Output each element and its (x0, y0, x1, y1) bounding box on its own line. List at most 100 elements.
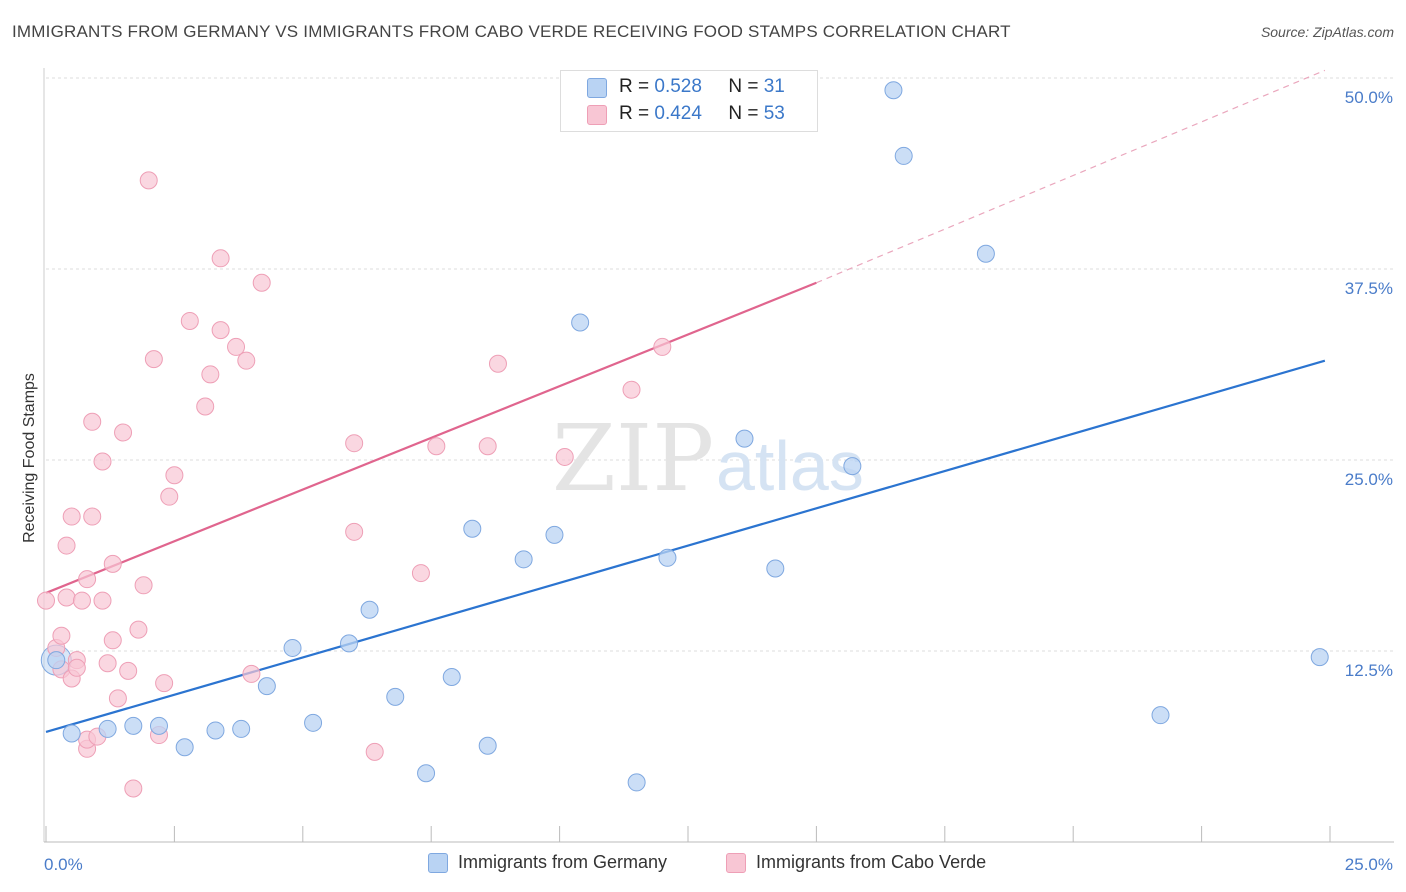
caboverde-point (237, 351, 256, 370)
n-label: N = (728, 76, 759, 97)
caboverde-swatch (587, 105, 607, 125)
r-label: R = (619, 76, 650, 97)
germany-point (735, 429, 754, 448)
germany-point (463, 519, 482, 538)
caboverde-point (103, 554, 122, 573)
caboverde-point (622, 380, 641, 399)
chart-title: IMMIGRANTS FROM GERMANY VS IMMIGRANTS FR… (12, 22, 1011, 41)
caboverde-point (98, 654, 117, 673)
r-label: R = (619, 103, 650, 124)
germany-point (386, 687, 405, 706)
caboverde-trend-line (45, 281, 817, 594)
germany-point (340, 634, 359, 653)
germany-point (766, 559, 785, 578)
n-value-caboverde: 53 (763, 103, 785, 124)
trend-lines (45, 69, 1326, 734)
source-label: Source: ZipAtlas.com (1260, 24, 1394, 40)
caboverde-point (653, 337, 672, 356)
caboverde-point (119, 661, 138, 680)
germany-point (658, 548, 677, 567)
caboverde-point (114, 423, 133, 442)
germany-swatch (587, 78, 607, 98)
caboverde-point (139, 171, 158, 190)
germany-point (1151, 706, 1170, 725)
caboverde-point (227, 337, 246, 356)
caboverde-point (129, 620, 148, 639)
caboverde-point (488, 354, 507, 373)
germany-point (360, 600, 379, 619)
caboverde-point (180, 311, 199, 330)
caboverde-point (365, 742, 384, 761)
germany-point (514, 550, 533, 569)
caboverde-point (78, 570, 97, 589)
tick-labels: 12.5% 25.0% 37.5% 50.0% 0.0% 25.0% (44, 88, 1393, 874)
n-value-germany: 31 (763, 76, 785, 97)
caboverde-point (252, 273, 271, 292)
germany-point (976, 244, 995, 263)
germany-point (149, 716, 168, 735)
caboverde-point (196, 397, 215, 416)
germany-point (478, 736, 497, 755)
germany-point (417, 764, 436, 783)
germany-point (62, 724, 81, 743)
caboverde-point (83, 412, 102, 431)
germany-point (304, 713, 323, 732)
caboverde-point (144, 350, 163, 369)
caboverde-point (57, 588, 76, 607)
caboverde-point (345, 434, 364, 453)
caboverde-point (72, 591, 91, 610)
germany-point (124, 716, 143, 735)
axes (43, 68, 1394, 843)
caboverde-trend-extension (816, 69, 1326, 284)
germany-point (442, 667, 461, 686)
caboverde-point (411, 564, 430, 583)
germany-point (1310, 648, 1329, 667)
x-tick-label: 0.0% (44, 855, 83, 874)
germany-point (232, 719, 251, 738)
caboverde-point (57, 536, 76, 555)
y-tick-label: 37.5% (1345, 279, 1393, 298)
caboverde-swatch (726, 853, 746, 873)
caboverde-point (155, 674, 174, 693)
x-tick-label: 25.0% (1345, 855, 1393, 874)
germany-point (884, 81, 903, 100)
caboverde-point (555, 447, 574, 466)
legend-label-caboverde: Immigrants from Cabo Verde (756, 852, 987, 872)
legend-label-germany: Immigrants from Germany (458, 852, 668, 872)
caboverde-point (242, 664, 261, 683)
germany-point (206, 721, 225, 740)
caboverde-point (124, 779, 143, 798)
r-value-germany: 0.528 (654, 76, 702, 97)
germany-point (98, 719, 117, 738)
germany-point (283, 638, 302, 657)
caboverde-point (478, 437, 497, 456)
r-value-caboverde: 0.424 (654, 103, 702, 124)
caboverde-point (103, 631, 122, 650)
germany-point (894, 146, 913, 165)
germany-point (571, 313, 590, 332)
germany-point (843, 457, 862, 476)
germany-point (627, 773, 646, 792)
n-label: N = (728, 103, 759, 124)
caboverde-point (108, 689, 127, 708)
caboverde-point (211, 249, 230, 268)
caboverde-point (37, 591, 55, 610)
caboverde-point (52, 626, 71, 645)
caboverde-point (165, 466, 184, 485)
y-tick-label: 25.0% (1345, 470, 1393, 489)
germany-point (257, 677, 276, 696)
watermark: ZIP atlas (552, 405, 864, 512)
stats-legend: R = 0.528 N = 31 R = 0.424 N = 53 (560, 70, 818, 132)
caboverde-point (134, 576, 153, 595)
watermark-zip: ZIP (552, 405, 714, 512)
caboverde-point (211, 321, 230, 340)
data-points (37, 81, 1329, 798)
y-tick-label: 12.5% (1345, 661, 1393, 680)
y-axis-label: Receiving Food Stamps (21, 373, 38, 543)
caboverde-point (427, 437, 446, 456)
caboverde-point (201, 365, 220, 384)
caboverde-point (62, 507, 81, 526)
caboverde-point (93, 591, 112, 610)
caboverde-point (345, 522, 364, 541)
